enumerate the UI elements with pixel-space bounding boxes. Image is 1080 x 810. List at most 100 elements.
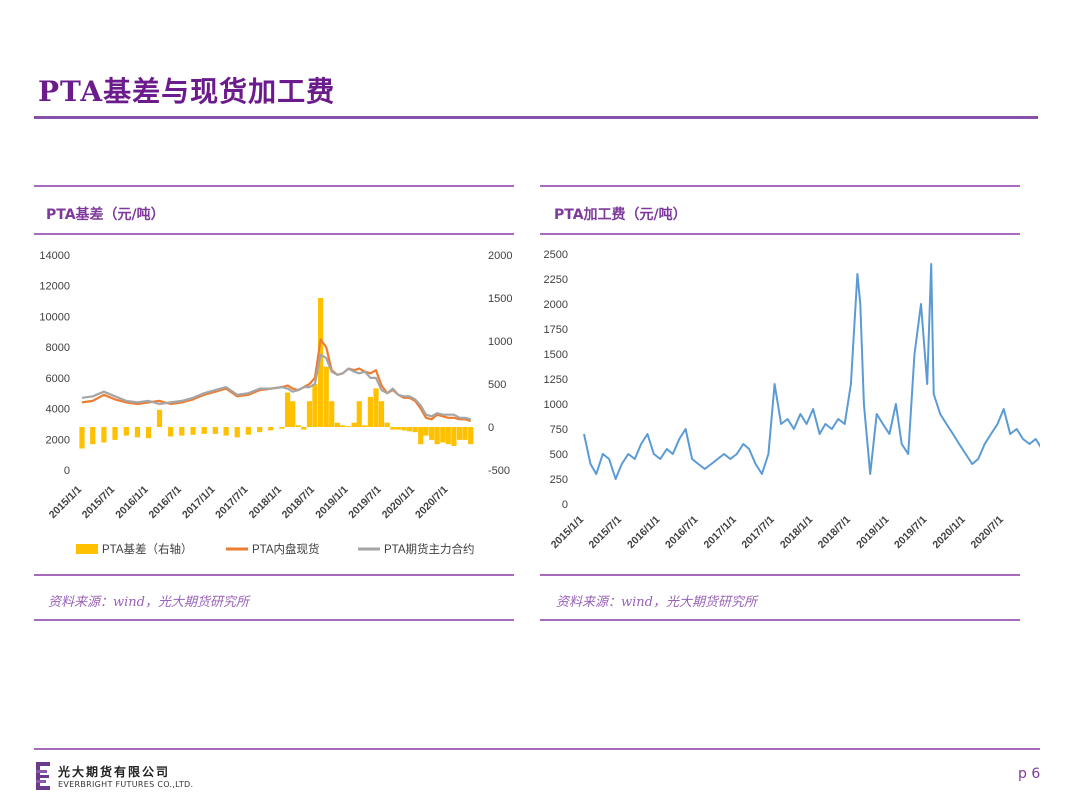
left-panel-source: 资料来源：wind，光大期货研究所 xyxy=(48,595,249,610)
y-tick-label: 0 xyxy=(562,499,568,511)
y2-tick-label: 2000 xyxy=(488,250,512,262)
basis-bar xyxy=(445,427,451,445)
x-tick-label: 2015/7/1 xyxy=(80,484,117,521)
y-tick-label: 0 xyxy=(64,465,70,477)
x-tick-label: 2019/1/1 xyxy=(854,514,891,551)
basis-bar xyxy=(112,427,118,440)
legend-label: PTA内盘现货 xyxy=(252,542,320,556)
basis-bar xyxy=(462,427,468,440)
basis-bar xyxy=(406,427,413,432)
y-tick-label: 500 xyxy=(550,449,568,461)
x-tick-label: 2015/7/1 xyxy=(587,514,624,551)
basis-bar xyxy=(234,427,240,438)
basis-bar xyxy=(412,427,418,433)
basis-bar xyxy=(284,392,291,427)
y-tick-label: 1250 xyxy=(544,374,568,386)
basis-bar xyxy=(245,427,251,435)
y2-tick-label: 0 xyxy=(488,422,494,434)
basis-bar xyxy=(423,427,429,436)
y-tick-label: 1750 xyxy=(544,324,568,336)
y-tick-label: 2000 xyxy=(544,299,568,311)
x-tick-label: 2015/1/1 xyxy=(47,484,84,521)
company-name-en: EVERBRIGHT FUTURES CO.,LTD. xyxy=(58,780,194,789)
basis-bar xyxy=(179,427,185,436)
x-tick-label: 2019/7/1 xyxy=(892,514,929,551)
basis-bar xyxy=(451,427,457,446)
left-panel-title: PTA基差（元/吨） xyxy=(46,207,165,223)
x-tick-label: 2018/1/1 xyxy=(247,484,284,521)
x-tick-label: 2016/7/1 xyxy=(147,484,184,521)
basis-bar xyxy=(312,384,318,427)
footer-divider xyxy=(34,748,1040,750)
x-tick-label: 2015/1/1 xyxy=(549,514,586,551)
y2-tick-label: -500 xyxy=(488,465,510,477)
basis-bar xyxy=(340,425,346,427)
spot-price-line xyxy=(81,338,472,422)
basis-bar xyxy=(367,396,373,427)
x-tick-label: 2017/1/1 xyxy=(702,514,739,551)
basis-bar xyxy=(317,298,324,427)
basis-bar xyxy=(334,422,340,427)
basis-bar xyxy=(434,427,440,445)
y-tick-label: 8000 xyxy=(46,342,70,354)
y-tick-label: 12000 xyxy=(39,281,70,293)
basis-bar xyxy=(306,401,313,427)
y-tick-label: 250 xyxy=(550,474,568,486)
y-tick-label: 4000 xyxy=(46,404,70,416)
x-tick-label: 2016/1/1 xyxy=(113,484,150,521)
processing-fee-line xyxy=(583,263,1040,480)
x-tick-label: 2017/7/1 xyxy=(213,484,250,521)
basis-bar xyxy=(90,427,96,445)
right-panel-title-rule xyxy=(540,233,1020,235)
futures-price-line xyxy=(81,353,471,421)
y-tick-label: 1500 xyxy=(544,349,568,361)
basis-bar xyxy=(223,427,229,436)
basis-bar xyxy=(295,425,301,427)
x-tick-label: 2020/1/1 xyxy=(930,514,967,551)
page-number: p 6 xyxy=(1018,766,1041,782)
right-panel-top-rule xyxy=(540,185,1020,187)
basis-bar xyxy=(395,427,401,430)
basis-bar xyxy=(101,427,107,443)
y-tick-label: 6000 xyxy=(46,373,70,385)
x-tick-label: 2019/1/1 xyxy=(313,484,350,521)
basis-bar xyxy=(190,427,196,435)
title-divider xyxy=(34,116,1038,119)
y-tick-label: 10000 xyxy=(39,311,70,323)
right-panel-bottom-rule xyxy=(540,619,1020,621)
basis-chart: 0 2000 4000 6000 8000 10000 12000 14000 -500 0 500… xyxy=(39,250,512,556)
basis-bar xyxy=(290,401,296,427)
y2-tick-label: 1000 xyxy=(488,336,512,348)
y2-tick-label: 500 xyxy=(488,379,506,391)
basis-bar xyxy=(378,401,385,427)
basis-bar xyxy=(440,427,446,443)
basis-bar xyxy=(362,425,368,427)
basis-bar xyxy=(79,427,85,449)
y-tick-label: 2250 xyxy=(544,274,568,286)
basis-bar xyxy=(201,427,207,434)
basis-bar xyxy=(373,388,379,427)
x-tick-label: 2017/1/1 xyxy=(180,484,217,521)
right-panel-title: PTA加工费（元/吨） xyxy=(554,207,687,223)
basis-bar xyxy=(168,427,174,437)
basis-bar xyxy=(351,422,357,427)
basis-bar xyxy=(356,401,362,427)
basis-bar xyxy=(456,427,463,440)
basis-bar xyxy=(329,401,335,427)
y-tick-label: 14000 xyxy=(39,250,70,262)
x-tick-label: 2018/1/1 xyxy=(778,514,815,551)
basis-bar xyxy=(468,427,474,445)
x-tick-label: 2017/7/1 xyxy=(739,514,776,551)
basis-bar xyxy=(384,422,390,427)
basis-bar xyxy=(279,427,285,429)
basis-bar xyxy=(418,427,424,445)
x-tick-label: 2019/7/1 xyxy=(346,484,383,521)
company-logo-icon xyxy=(36,762,50,790)
x-tick-label: 2020/7/1 xyxy=(968,514,1005,551)
y-tick-label: 2500 xyxy=(544,249,568,261)
company-name-cn: 光大期货有限公司 xyxy=(58,765,171,779)
basis-bar xyxy=(429,427,435,440)
left-panel-source-rule xyxy=(34,574,514,576)
basis-bar xyxy=(401,427,407,431)
basis-bar xyxy=(123,427,129,436)
